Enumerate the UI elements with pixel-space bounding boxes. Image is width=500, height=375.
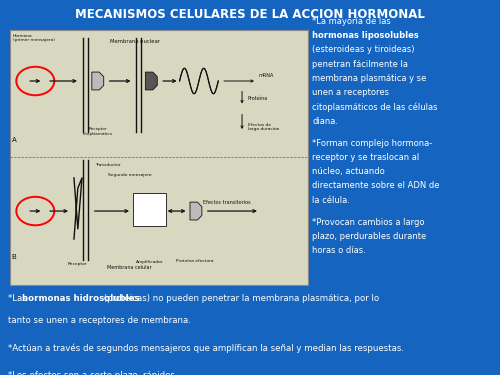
Polygon shape (190, 202, 202, 220)
Polygon shape (92, 72, 104, 90)
Text: (esteroideas y tiroideas): (esteroideas y tiroideas) (312, 45, 415, 54)
Text: *Las: *Las (8, 294, 29, 303)
Text: (proteicas) no pueden penetrar la membrana plasmática, por lo: (proteicas) no pueden penetrar la membra… (101, 294, 379, 303)
Text: núcleo, actuando: núcleo, actuando (312, 167, 385, 176)
Text: tanto se unen a receptores de membrana.: tanto se unen a receptores de membrana. (8, 316, 190, 325)
Text: Proteína: Proteína (248, 96, 268, 101)
Text: Receptor
citoplásmático: Receptor citoplásmático (83, 127, 113, 135)
Text: Hormona
(primer mensajero): Hormona (primer mensajero) (13, 34, 55, 42)
Text: plazo, perdurables durante: plazo, perdurables durante (312, 232, 427, 241)
Text: MECANISMOS CELULARES DE LA ACCION HORMONAL: MECANISMOS CELULARES DE LA ACCION HORMON… (75, 8, 425, 21)
Text: penetran fácilmente la: penetran fácilmente la (312, 60, 408, 69)
Text: Proteína efectora: Proteína efectora (176, 260, 213, 264)
Polygon shape (146, 72, 158, 90)
FancyBboxPatch shape (10, 30, 308, 285)
Text: Transductor: Transductor (95, 163, 120, 166)
Text: *Provocan cambios a largo: *Provocan cambios a largo (312, 218, 425, 227)
Text: hormonas liposolubles: hormonas liposolubles (312, 31, 419, 40)
Text: Segundo mensajero: Segundo mensajero (108, 173, 152, 177)
Text: Amplificador: Amplificador (136, 260, 164, 264)
Text: Efectos de
larga duración: Efectos de larga duración (248, 123, 280, 131)
Text: la célula.: la célula. (312, 196, 350, 205)
Text: B: B (12, 254, 16, 260)
Text: *Forman complejo hormona-: *Forman complejo hormona- (312, 139, 433, 148)
Text: hormonas hidrosolubles: hormonas hidrosolubles (22, 294, 140, 303)
Text: Receptor: Receptor (68, 262, 87, 266)
Text: receptor y se traslocan al: receptor y se traslocan al (312, 153, 420, 162)
Text: *Actúan a través de segundos mensajeros que amplífican la señal y median las res: *Actúan a través de segundos mensajeros … (8, 344, 404, 353)
Text: membrana plasmática y se: membrana plasmática y se (312, 74, 427, 83)
Text: horas o días.: horas o días. (312, 246, 366, 255)
Text: A: A (12, 137, 16, 143)
Text: mRNA: mRNA (258, 74, 274, 78)
Text: Efectos transitorios: Efectos transitorios (204, 200, 251, 205)
Text: *La mayoría de las: *La mayoría de las (312, 17, 394, 26)
Text: Membrana nuclear: Membrana nuclear (110, 39, 160, 44)
Bar (134, 193, 166, 226)
Text: directamente sobre el ADN de: directamente sobre el ADN de (312, 182, 440, 190)
Text: unen a receptores: unen a receptores (312, 88, 390, 97)
Text: diana.: diana. (312, 117, 338, 126)
Text: citoplasmáticos de las células: citoplasmáticos de las células (312, 102, 438, 112)
Text: Membrana celular: Membrana celular (106, 265, 152, 270)
Text: *Los efectos son a corto plazo, rápidos.: *Los efectos son a corto plazo, rápidos. (8, 370, 177, 375)
